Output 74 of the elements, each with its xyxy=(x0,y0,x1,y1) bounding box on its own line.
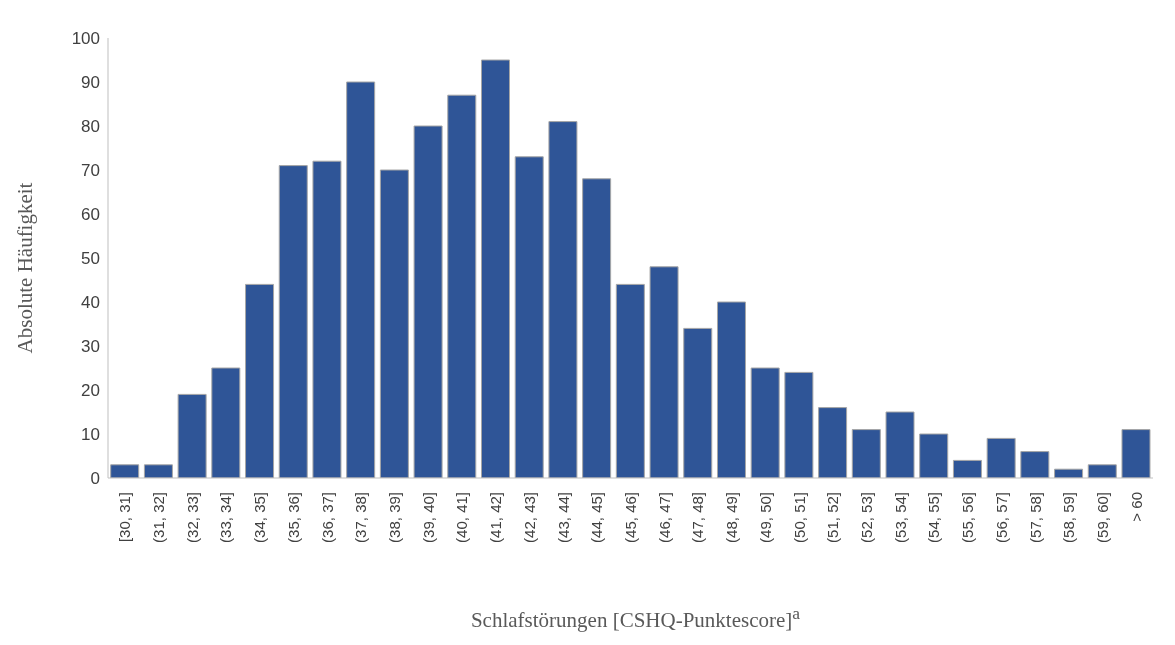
bar xyxy=(1121,429,1151,478)
bar xyxy=(211,367,241,478)
bar xyxy=(245,283,275,478)
bar xyxy=(278,165,308,478)
x-tick-label: (43, 44] xyxy=(554,492,572,543)
x-tick-label: (38, 39] xyxy=(386,492,404,543)
y-tick-label: 40 xyxy=(81,293,100,313)
bar xyxy=(481,59,510,478)
y-tick-label: 70 xyxy=(81,161,100,181)
x-tick-label: (31, 32] xyxy=(150,492,168,543)
x-tick-label: (59, 60] xyxy=(1093,492,1111,543)
bar xyxy=(548,121,578,478)
x-tick-label: (36, 37] xyxy=(318,492,336,543)
bar xyxy=(986,437,1016,478)
x-tick-label: > 60 xyxy=(1127,492,1145,522)
x-tick-label: (42, 43] xyxy=(520,492,538,543)
y-tick-label: 100 xyxy=(71,29,100,49)
y-tick-label: 10 xyxy=(81,425,100,445)
x-tick-label: (58, 59] xyxy=(1060,492,1078,543)
x-tick-label: (53, 54] xyxy=(891,492,909,543)
y-axis-title: Absolute Häufigkeit xyxy=(13,182,38,354)
bar xyxy=(1087,464,1117,478)
bar xyxy=(379,169,409,478)
y-tick-label: 60 xyxy=(81,205,100,225)
x-tick-label: (33, 34] xyxy=(217,492,235,543)
bar xyxy=(683,327,713,478)
bar xyxy=(514,156,544,478)
bar xyxy=(952,459,982,478)
x-tick-label: (32, 33] xyxy=(183,492,201,543)
x-tick-label: (55, 56] xyxy=(959,492,977,543)
x-tick-label: (44, 45] xyxy=(588,492,606,543)
bar xyxy=(143,464,173,478)
x-tick-label: [30, 31] xyxy=(116,492,134,543)
x-tick-label: (49, 50] xyxy=(756,492,774,543)
x-tick-label: (54, 55] xyxy=(925,492,943,543)
bar xyxy=(110,464,140,478)
bar xyxy=(919,433,949,478)
bar xyxy=(716,301,746,478)
x-axis-title: Schlafstörungen [CSHQ-Punktescore]$^{a}$ xyxy=(469,603,802,633)
bar xyxy=(1020,451,1050,478)
y-tick-label: 80 xyxy=(81,117,100,137)
y-tick-label: 90 xyxy=(81,73,100,93)
y-tick-label: 50 xyxy=(81,249,100,269)
x-tick-label: (35, 36] xyxy=(284,492,302,543)
bar xyxy=(851,429,881,478)
bar xyxy=(784,371,814,478)
x-tick-label: (52, 53] xyxy=(857,492,875,543)
bar xyxy=(818,407,848,478)
bar xyxy=(346,81,376,478)
bar xyxy=(413,125,443,478)
bar xyxy=(649,266,679,478)
y-tick-label: 20 xyxy=(81,381,100,401)
x-tick-label: (41, 42] xyxy=(487,492,505,543)
bar xyxy=(582,178,612,478)
bar xyxy=(312,160,342,478)
x-tick-label: (50, 51] xyxy=(790,492,808,543)
x-tick-label: (48, 49] xyxy=(723,492,741,543)
bar xyxy=(177,393,207,478)
x-tick-label: (40, 41] xyxy=(453,492,471,543)
x-tick-label: (56, 57] xyxy=(992,492,1010,543)
x-tick-label: (34, 35] xyxy=(251,492,269,543)
x-tick-label: (45, 46] xyxy=(622,492,639,543)
x-tick-label: (37, 38] xyxy=(352,492,370,543)
bar xyxy=(615,283,645,478)
bar xyxy=(885,411,915,478)
bar xyxy=(447,94,477,478)
x-tick-label: (47, 48] xyxy=(689,492,707,543)
x-tick-label: (46, 47] xyxy=(655,492,673,543)
y-tick-label: 0 xyxy=(90,469,100,489)
y-tick-label: 30 xyxy=(81,337,100,357)
x-tick-label: (57, 58] xyxy=(1026,492,1044,543)
x-tick-label: (39, 40] xyxy=(419,492,437,543)
x-tick-label: (51, 52] xyxy=(824,492,842,543)
bar xyxy=(750,367,780,478)
